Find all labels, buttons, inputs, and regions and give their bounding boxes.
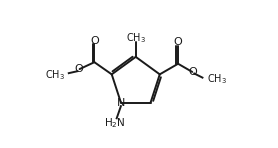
Text: O: O	[90, 36, 99, 46]
Text: CH$_3$: CH$_3$	[126, 31, 146, 45]
Text: O: O	[174, 37, 182, 47]
Text: CH$_3$: CH$_3$	[207, 72, 227, 86]
Text: CH$_3$: CH$_3$	[45, 68, 65, 82]
Text: N: N	[117, 98, 125, 108]
Text: O: O	[75, 64, 83, 74]
Text: H$_2$N: H$_2$N	[104, 116, 126, 130]
Text: O: O	[189, 67, 197, 77]
